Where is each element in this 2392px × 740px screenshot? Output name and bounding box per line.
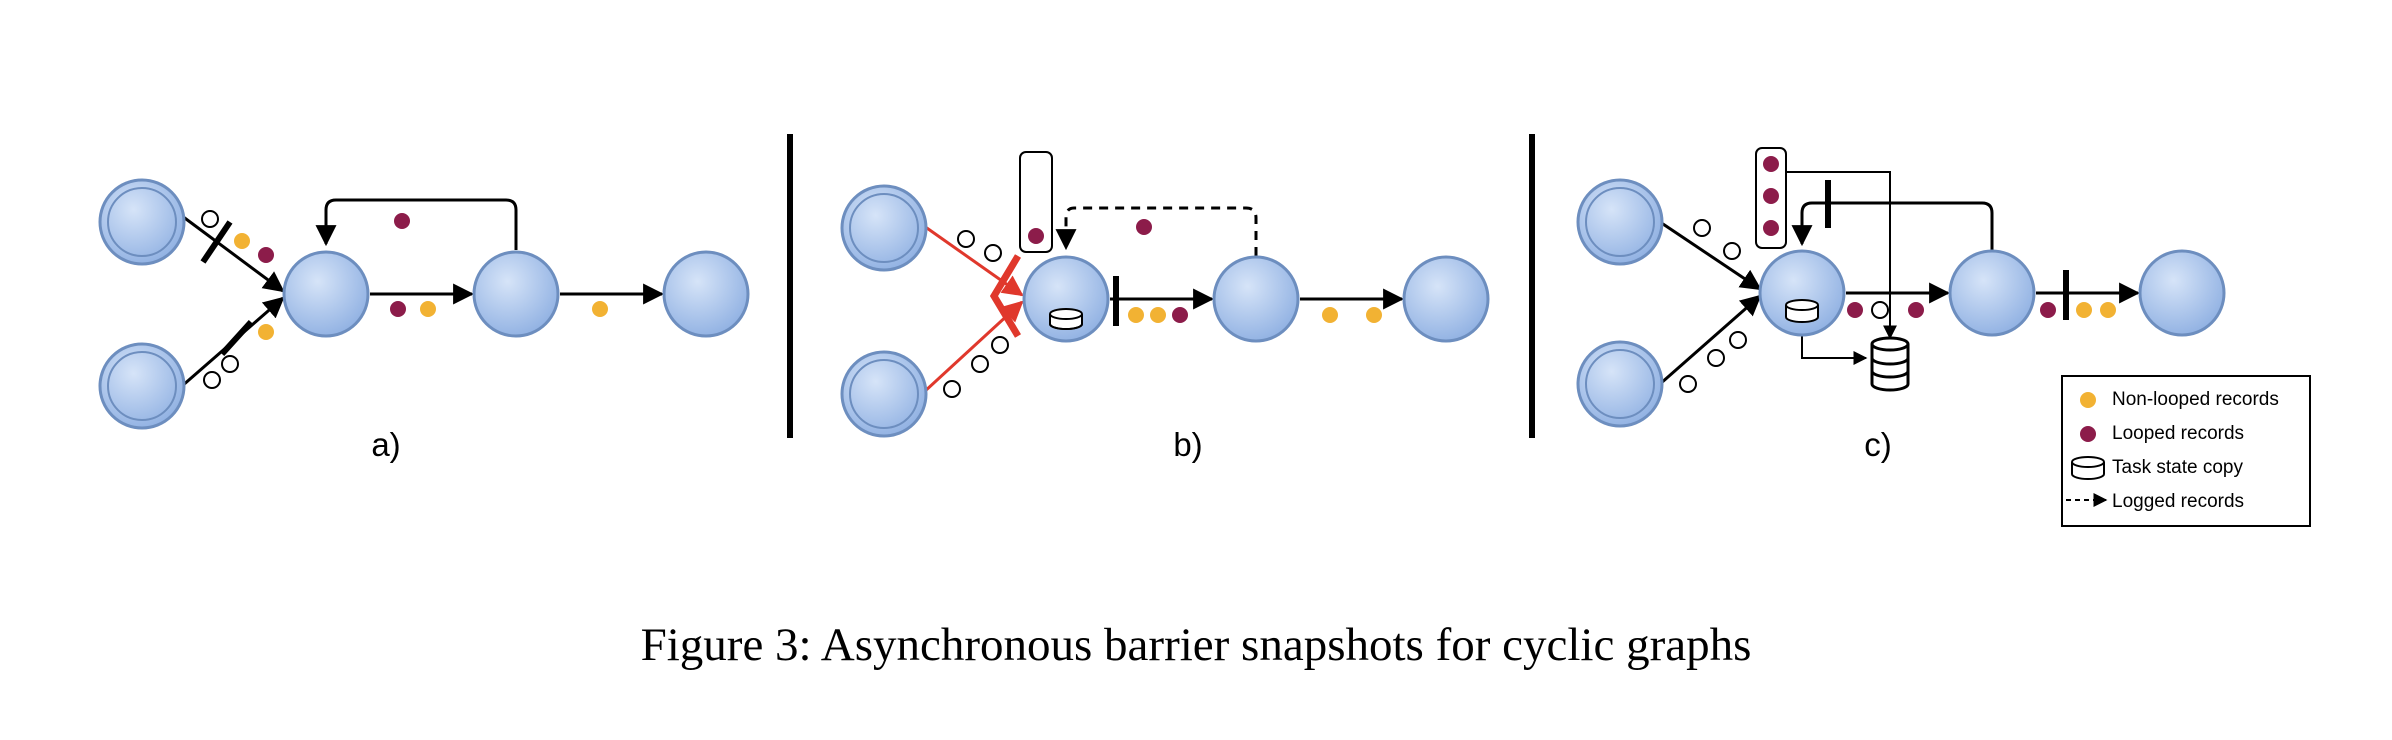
legend-label-looped: Looped records <box>2112 423 2244 444</box>
edge-loop-back <box>315 198 518 250</box>
empty-record <box>1723 242 1741 260</box>
log-buffer <box>1019 151 1053 253</box>
non-looped-record <box>592 301 608 317</box>
head-node <box>1212 255 1300 343</box>
maroon-dot-icon <box>2080 426 2096 442</box>
legend: Non-looped records Looped records Task s… <box>2061 375 2311 527</box>
empty-record <box>203 371 221 389</box>
non-looped-record <box>258 324 274 340</box>
panel-a: a) <box>98 178 750 463</box>
panel-label-b: b) <box>1173 426 1202 463</box>
panel-b: b) <box>840 151 1490 463</box>
looped-record <box>1908 302 1924 318</box>
barrier-marker <box>219 319 254 357</box>
edge-source1-to-task <box>181 214 285 293</box>
looped-record <box>1172 307 1188 323</box>
head-node <box>1948 249 2036 337</box>
looped-record <box>390 301 406 317</box>
empty-record <box>991 336 1009 354</box>
empty-record <box>201 210 219 228</box>
sink-node <box>1402 255 1490 343</box>
edge-source2-to-task <box>1659 294 1762 386</box>
edge-loop-back <box>1791 201 1994 250</box>
empty-record <box>971 355 989 373</box>
snapshot-storage-icon <box>1870 336 1910 392</box>
alignment-barrier-icon <box>989 254 1022 338</box>
empty-record <box>1729 331 1747 349</box>
legend-label-non-looped: Non-looped records <box>2112 389 2279 410</box>
edge-source1-to-task <box>1659 220 1762 291</box>
looped-record <box>1028 228 1044 244</box>
non-looped-record <box>1322 307 1338 323</box>
non-looped-record <box>1128 307 1144 323</box>
blocked-edge <box>923 224 1024 297</box>
non-looped-record <box>1150 307 1166 323</box>
logged-records-edge <box>1055 206 1258 256</box>
looped-record <box>2040 302 2056 318</box>
non-looped-record <box>234 233 250 249</box>
task-state-copy-icon <box>1049 308 1083 330</box>
looped-record <box>1763 156 1779 172</box>
task-node <box>1022 255 1110 343</box>
empty-record <box>943 380 961 398</box>
non-looped-record <box>2100 302 2116 318</box>
figure-caption: Figure 3: Asynchronous barrier snapshots… <box>640 619 1752 671</box>
empty-record <box>221 355 239 373</box>
empty-record <box>984 244 1002 262</box>
empty-record <box>1707 349 1725 367</box>
head-node <box>472 250 560 338</box>
task-state-copy-icon <box>1785 299 1819 323</box>
looped-record <box>1847 302 1863 318</box>
non-looped-record <box>420 301 436 317</box>
non-looped-record <box>2076 302 2092 318</box>
empty-record <box>957 230 975 248</box>
sink-node <box>2138 249 2226 337</box>
barrier-marker <box>200 220 233 264</box>
panel-label-a: a) <box>371 426 400 463</box>
task-node <box>282 250 370 338</box>
source-node <box>1576 340 1664 428</box>
legend-label-logged: Logged records <box>2112 491 2244 512</box>
empty-record <box>1871 301 1889 319</box>
task-node <box>1758 249 1846 337</box>
empty-record <box>1693 219 1711 237</box>
source-node <box>840 350 928 438</box>
looped-record <box>1763 188 1779 204</box>
orange-dot-icon <box>2080 392 2096 408</box>
cylinder-icon <box>2071 456 2105 480</box>
looped-record <box>1763 220 1779 236</box>
looped-record <box>258 247 274 263</box>
empty-record <box>1679 375 1697 393</box>
looped-record <box>394 213 410 229</box>
legend-label-task-state: Task state copy <box>2112 457 2243 478</box>
source-node <box>98 342 186 430</box>
panel-label-c: c) <box>1864 426 1892 463</box>
panel-c: c) <box>1576 147 2226 463</box>
log-flush-edge <box>1786 171 1897 340</box>
source-node <box>840 184 928 272</box>
looped-record <box>1136 219 1152 235</box>
sink-node <box>662 250 750 338</box>
source-node <box>1576 178 1664 266</box>
non-looped-record <box>1366 307 1382 323</box>
source-node <box>98 178 186 266</box>
